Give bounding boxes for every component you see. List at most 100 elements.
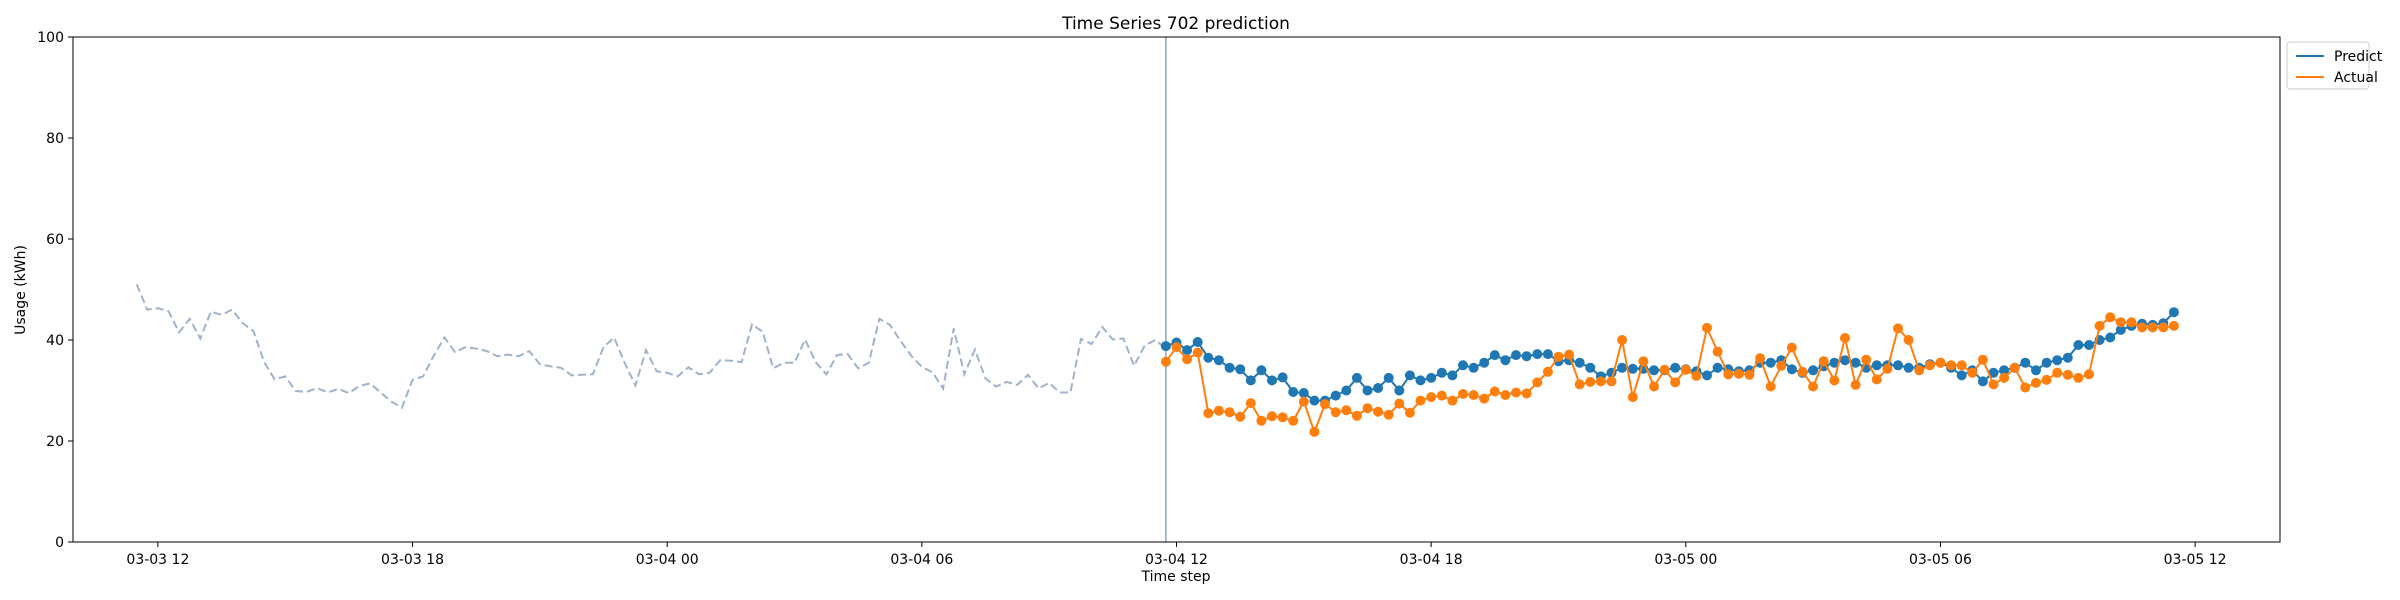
predict-point (1309, 395, 1320, 406)
y-tick-label: 80 (46, 131, 64, 147)
actual-point (1203, 408, 1214, 419)
actual-point (1585, 376, 1596, 387)
x-tick-label: 03-05 12 (2164, 552, 2227, 568)
x-axis-label: Time step (1141, 569, 1211, 585)
actual-point (1988, 379, 1999, 390)
predict-point (1702, 370, 1712, 381)
predict-point (2062, 352, 2073, 363)
x-tick-label: 03-03 12 (126, 552, 189, 568)
actual-point (1341, 405, 1352, 416)
predict-point (1999, 365, 2010, 376)
actual-point (1542, 366, 1553, 377)
predict-point (1786, 364, 1797, 375)
actual-point (1871, 374, 1882, 385)
predict-point (1829, 357, 1840, 368)
predict-point (1542, 349, 1553, 360)
actual-point (1617, 335, 1628, 345)
actual-point (2073, 372, 2084, 383)
actual-point (1213, 405, 1224, 416)
actual-point (1765, 381, 1776, 392)
predict-point (1235, 364, 1246, 375)
predict-point (2073, 340, 2084, 350)
actual-point (1967, 367, 1978, 378)
actual-point (1818, 356, 1829, 367)
predict-point (1808, 365, 1819, 376)
actual-point (2009, 362, 2020, 373)
actual-point (1171, 342, 1182, 353)
actual-point (1935, 357, 1946, 368)
actual-point (1808, 381, 1819, 392)
predict-point (1532, 349, 1543, 360)
predict-point (1458, 360, 1468, 371)
actual-point (1638, 356, 1649, 367)
actual-point (1776, 360, 1787, 371)
predict-point (1521, 351, 1532, 362)
actual-point (1288, 415, 1299, 426)
actual-point (1521, 388, 1532, 399)
actual-point (1553, 351, 1564, 362)
predict-point (1373, 383, 1384, 393)
actual-point (1256, 415, 1267, 426)
actual-point (1458, 389, 1468, 399)
predict-point (1426, 372, 1437, 383)
x-tick-label: 03-05 00 (1654, 552, 1717, 568)
actual-point (1786, 342, 1797, 353)
actual-point (1500, 390, 1511, 400)
actual-point (2147, 322, 2158, 333)
actual-point (1330, 407, 1341, 418)
predict-point (1288, 387, 1299, 397)
x-tick-label: 03-04 00 (636, 552, 699, 568)
predict-point (1765, 357, 1776, 368)
actual-point (1351, 410, 1362, 421)
x-tick-label: 03-05 06 (1909, 552, 1972, 568)
actual-point (1404, 407, 1415, 418)
predict-point (1988, 367, 1999, 378)
predict-point (1383, 372, 1394, 383)
y-tick-label: 40 (46, 333, 64, 349)
actual-point (1436, 390, 1447, 401)
predict-point (1585, 362, 1596, 373)
predict-point (2041, 357, 2052, 368)
y-tick-label: 100 (37, 30, 64, 46)
actual-point (1850, 379, 1861, 390)
actual-point (1659, 364, 1670, 375)
actual-point (2020, 382, 2031, 393)
actual-point (1861, 354, 1872, 365)
predict-point (1489, 350, 1500, 361)
actual-point (1924, 360, 1935, 371)
actual-point (1235, 411, 1246, 422)
actual-point (2126, 317, 2137, 328)
predict-point (2020, 357, 2031, 368)
predict-point (1436, 367, 1447, 378)
plot-frame (72, 36, 2281, 543)
x-tick-label: 03-04 12 (1145, 552, 1208, 568)
predict-point (2115, 324, 2126, 335)
actual-point (2084, 369, 2094, 380)
actual-point (1192, 347, 1203, 358)
actual-point (2115, 317, 2126, 328)
predict-point (1649, 365, 1659, 376)
x-tick-label: 03-04 06 (890, 552, 953, 568)
actual-line (1165, 316, 2175, 435)
actual-point (2052, 367, 2063, 378)
actual-point (1723, 369, 1734, 380)
actual-point (1797, 366, 1808, 377)
x-tick-label: 03-03 18 (381, 552, 444, 568)
actual-point (1977, 354, 1988, 365)
actual-point (1755, 353, 1766, 364)
actual-point (1606, 376, 1617, 387)
predict-point (1351, 372, 1362, 383)
y-axis: 0 20 40 60 80 100 (37, 30, 73, 551)
actual-point (1956, 360, 1967, 371)
predict-point (1468, 362, 1479, 373)
actual-series (1160, 312, 2179, 437)
predict-point (1256, 365, 1267, 376)
predict-point (1617, 362, 1628, 373)
actual-point (1595, 376, 1606, 387)
predict-point (1267, 375, 1277, 386)
predict-point (1362, 385, 1373, 396)
predict-point (1298, 388, 1309, 398)
actual-point (2094, 320, 2105, 331)
actual-point (1691, 370, 1702, 381)
